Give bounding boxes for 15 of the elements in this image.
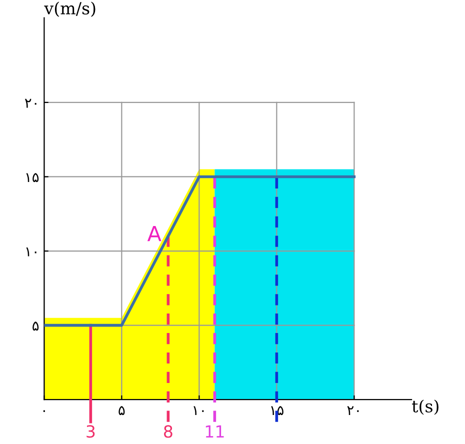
y-axis-title: v(m/s) (44, 2, 96, 17)
ref-line-label: 8 (164, 425, 172, 438)
x-tick-label: ۲۰ (347, 406, 359, 416)
x-tick-label: ۵ (118, 406, 125, 416)
ref-line-label: 3 (86, 425, 95, 438)
x-tick-label: ۰ (43, 410, 45, 412)
y-tick-label: ۱۵ (26, 173, 39, 182)
y-tick-label: ۱۰ (26, 247, 36, 256)
y-tick-label: ۲۰ (24, 98, 36, 108)
x-axis-title: t(s) (412, 400, 438, 415)
annotation: A (147, 226, 162, 242)
x-tick-label: ۱۵ (271, 406, 284, 416)
ref-line-label: 11 (206, 425, 224, 438)
x-tick-label: ۱۰ (194, 406, 204, 416)
y-tick-label: ۵ (32, 322, 39, 331)
